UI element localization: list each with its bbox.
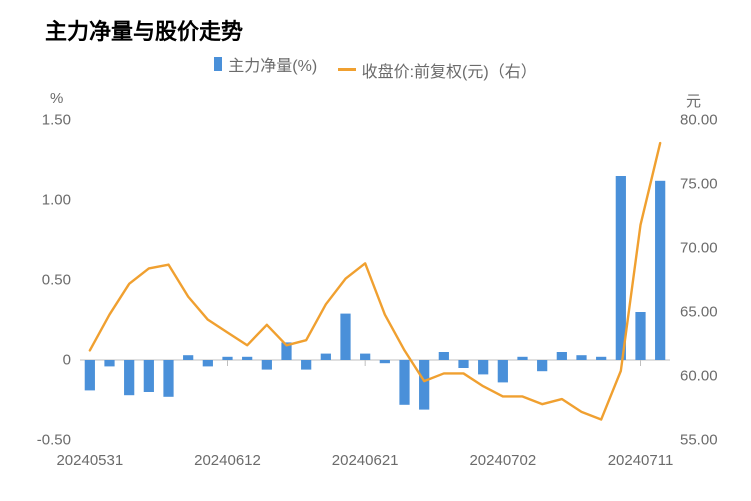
bar xyxy=(439,352,449,360)
bar xyxy=(419,360,429,410)
bar xyxy=(183,355,193,360)
bar xyxy=(498,360,508,382)
xtick: 20240702 xyxy=(469,452,536,469)
left-axis-unit: % xyxy=(50,90,63,107)
ytick-left: 1.50 xyxy=(11,112,71,129)
xtick: 20240621 xyxy=(332,452,399,469)
chart-svg xyxy=(80,120,670,440)
bar xyxy=(478,360,488,374)
bar xyxy=(104,360,114,366)
ytick-left: 0.50 xyxy=(11,272,71,289)
ytick-right: 65.00 xyxy=(680,304,740,321)
bar xyxy=(537,360,547,371)
bar xyxy=(380,360,390,363)
ytick-left: -0.50 xyxy=(11,432,71,449)
bar xyxy=(340,314,350,360)
bar xyxy=(242,357,252,360)
ytick-right: 80.00 xyxy=(680,112,740,129)
ytick-right: 75.00 xyxy=(680,176,740,193)
ytick-right: 55.00 xyxy=(680,432,740,449)
legend-item-bar: 主力净量(%) xyxy=(214,52,317,76)
bar xyxy=(458,360,468,368)
bar xyxy=(203,360,213,366)
bar xyxy=(596,357,606,360)
line-swatch xyxy=(338,68,356,71)
right-axis-unit: 元 xyxy=(686,90,701,111)
bar xyxy=(222,357,232,360)
bar xyxy=(321,354,331,360)
bar xyxy=(635,312,645,360)
bar xyxy=(360,354,370,360)
bar xyxy=(557,352,567,360)
bar xyxy=(517,357,527,360)
bar xyxy=(144,360,154,392)
ytick-left: 1.00 xyxy=(11,192,71,209)
ytick-right: 60.00 xyxy=(680,368,740,385)
xtick: 20240531 xyxy=(56,452,123,469)
price-line xyxy=(90,143,660,419)
legend-item-line: 收盘价:前复权(元)（右） xyxy=(338,58,537,82)
bar xyxy=(399,360,409,405)
xtick: 20240711 xyxy=(608,452,674,469)
bar xyxy=(262,360,272,370)
bar xyxy=(301,360,311,370)
legend: 主力净量(%) 收盘价:前复权(元)（右） xyxy=(0,52,751,82)
legend-label-line: 收盘价:前复权(元)（右） xyxy=(362,58,537,82)
ytick-left: 0 xyxy=(11,352,71,369)
bar xyxy=(576,355,586,360)
bar xyxy=(616,176,626,360)
legend-label-bar: 主力净量(%) xyxy=(228,52,317,76)
ytick-right: 70.00 xyxy=(680,240,740,257)
bar xyxy=(655,181,665,360)
bar xyxy=(85,360,95,390)
bar xyxy=(124,360,134,395)
xtick: 20240612 xyxy=(194,452,261,469)
chart-title: 主力净量与股价走势 xyxy=(45,14,243,46)
plot-area xyxy=(80,120,670,440)
bar-swatch xyxy=(214,57,222,71)
bar xyxy=(163,360,173,397)
